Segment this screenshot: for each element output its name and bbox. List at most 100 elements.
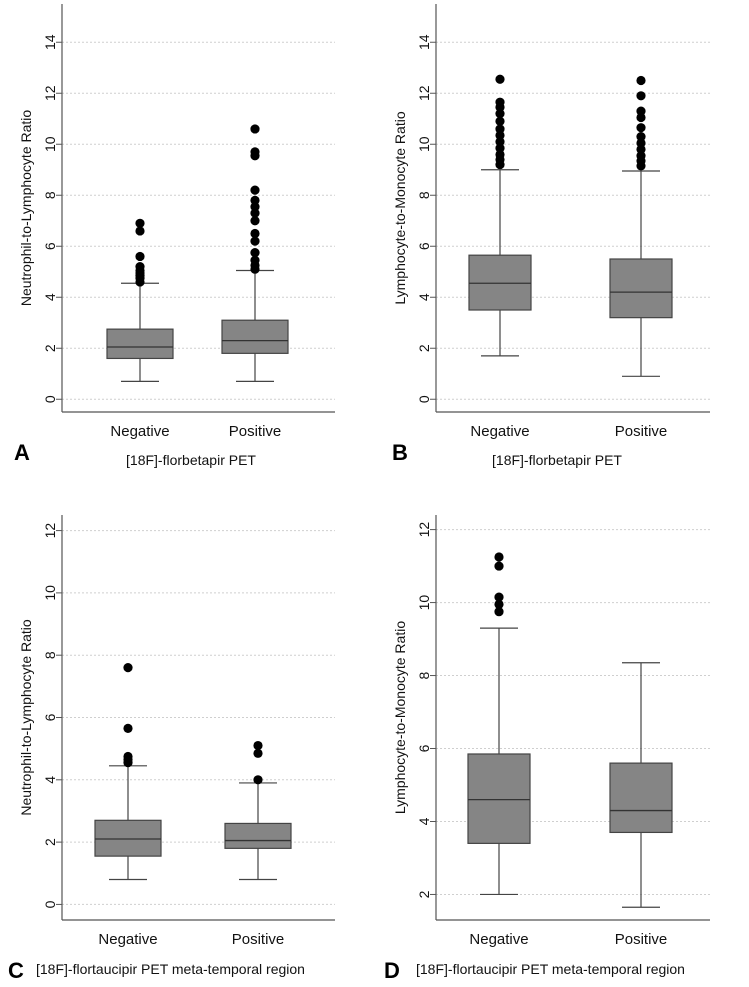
panel-a-positive-category-label: Positive (229, 423, 282, 440)
panel-a-positive-outlier-point (250, 124, 260, 134)
panel-c-positive-category-label: Positive (232, 931, 285, 948)
panel-b-positive-outlier-point (636, 91, 646, 101)
panel-c-negative-outlier-point (123, 751, 133, 762)
panel-c-y-tick-label: 2 (42, 838, 58, 846)
panel-d-y-tick-label: 10 (416, 595, 432, 611)
panel-a-positive-outlier-point (250, 216, 260, 226)
panel-b-positive-category-label: Positive (615, 423, 668, 440)
panel-a-negative-box (106, 328, 174, 360)
panel-b-negative-outlier-point (495, 116, 505, 126)
panel-a-y-tick-label: 14 (42, 34, 58, 50)
panel-d-negative-outlier-point (494, 552, 504, 562)
panel-d-y-tick-label: 2 (416, 890, 432, 898)
panel-b-positive-outlier-point (636, 75, 646, 86)
panel-b-y-tick-label: 14 (416, 34, 432, 50)
panel-b-positive-outlier-point (636, 112, 646, 123)
panel-d-negative-outlier-point (494, 592, 504, 602)
panel-d-y-axis-title: Lymphocyte-to-Monocyte Ratio (392, 621, 408, 814)
panel-d-negative-box (467, 753, 531, 844)
panel-c-y-tick-label: 12 (42, 523, 58, 539)
panel-b-negative-outlier-point (495, 74, 505, 84)
panel-a-negative-category-label: Negative (110, 423, 169, 440)
panel-letter-c: C (8, 958, 24, 983)
panel-c-positive-outlier-point (253, 748, 263, 758)
panel-b-negative-outlier-point (495, 130, 505, 140)
panel-a-positive-outlier-point (250, 195, 260, 205)
panel-a-negative-outlier-point (135, 218, 145, 228)
panel-d-positive-category-label: Positive (615, 931, 668, 948)
panel-a-negative-outlier-point (135, 226, 145, 236)
panel-c-positive-outlier-point (253, 740, 263, 751)
panel-c-negative-outlier-point (123, 723, 133, 734)
panel-b-y-tick-label: 6 (416, 242, 432, 250)
panel-a-y-tick-label: 10 (42, 136, 58, 152)
panel-b-negative-outlier-point (495, 124, 505, 134)
panel-b-y-tick-label: 10 (416, 136, 432, 152)
panel-b-positive-outlier-point (636, 144, 646, 154)
panel-b-y-tick-label: 2 (416, 344, 432, 352)
panel-b-negative-outlier-point (495, 137, 505, 147)
panel-a-positive-outlier-point (250, 147, 260, 157)
panel-a-y-tick-label: 12 (42, 85, 58, 101)
panel-d-y-tick-label: 6 (416, 744, 432, 752)
panel-c-x-title: [18F]-flortaucipir PET meta-temporal reg… (36, 961, 305, 977)
panel-a-y-tick-label: 6 (42, 242, 58, 250)
panel-a-y-tick-label: 8 (42, 191, 58, 199)
panel-a-y-tick-label: 0 (42, 395, 58, 403)
panel-d-negative-outlier-point (494, 599, 504, 609)
panel-d-negative-category-label: Negative (469, 931, 528, 948)
panel-c-y-axis-title: Neutrophil-to-Lymphocyte Ratio (18, 619, 34, 816)
panel-b-positive-outlier-point (636, 123, 646, 133)
panel-d-negative-outlier-point (494, 607, 504, 617)
panel-a-positive-outlier-point (250, 185, 260, 195)
panel-c-y-tick-label: 0 (42, 900, 58, 908)
panel-a-positive-outlier-point (250, 236, 260, 246)
panel-b-y-axis-title: Lymphocyte-to-Monocyte Ratio (392, 111, 408, 304)
panel-b-negative-outlier-point (495, 109, 505, 119)
panel-b-positive-outlier-point (636, 106, 646, 116)
panel-b-positive-outlier-point (636, 151, 646, 161)
panel-b-y-tick-label: 12 (416, 85, 432, 101)
panel-a-negative-outlier-point (135, 262, 145, 272)
panel-a-positive-outlier-point (250, 255, 260, 265)
panel-d-y-tick-label: 12 (416, 522, 432, 538)
panel-b-y-tick-label: 0 (416, 395, 432, 403)
panel-a-positive-box (221, 319, 289, 354)
panel-c-negative-category-label: Negative (98, 931, 157, 948)
panel-d-y-tick-label: 8 (416, 671, 432, 679)
panel-c-y-tick-label: 8 (42, 651, 58, 659)
panel-letter-d: D (384, 958, 400, 983)
panel-a-y-axis-title: Neutrophil-to-Lymphocyte Ratio (18, 110, 34, 307)
panel-b-positive-box (609, 258, 673, 319)
panel-a-y-tick-label: 2 (42, 344, 58, 352)
panel-c-negative-outlier-point (123, 663, 133, 673)
panel-a-positive-outlier-point (250, 228, 260, 239)
panel-b-negative-category-label: Negative (470, 423, 529, 440)
panel-c-y-tick-label: 4 (42, 776, 58, 784)
panel-d-negative-outlier-point (494, 561, 504, 571)
panel-a-y-tick-label: 4 (42, 293, 58, 301)
panel-c-positive-box (224, 822, 292, 849)
panel-a-positive-outlier-point (250, 248, 260, 258)
panel-d-positive-box (609, 762, 673, 834)
panel-a-x-title: [18F]-florbetapir PET (126, 452, 256, 468)
panel-b-y-tick-label: 8 (416, 191, 432, 199)
panel-c-negative-box (94, 819, 162, 857)
panel-b-positive-outlier-point (636, 132, 646, 142)
panel-a-positive-outlier-point (250, 202, 260, 212)
panel-d-y-tick-label: 4 (416, 817, 432, 825)
panel-b-negative-outlier-point (495, 97, 505, 107)
panel-b-positive-outlier-point (636, 138, 646, 148)
panel-b-negative-outlier-point (495, 149, 505, 160)
panel-a-positive-outlier-point (250, 208, 260, 218)
panel-a-negative-outlier-point (135, 251, 145, 262)
panel-b-y-tick-label: 4 (416, 293, 432, 301)
panel-c-y-tick-label: 10 (42, 585, 58, 601)
panel-b-negative-outlier-point (495, 143, 505, 153)
panel-letter-a: A (14, 440, 30, 465)
panel-c-positive-outlier-point (253, 775, 263, 785)
panel-d-x-title: [18F]-flortaucipir PET meta-temporal reg… (416, 961, 685, 977)
panel-letter-b: B (392, 440, 408, 465)
panel-b-x-title: [18F]-florbetapir PET (492, 452, 622, 468)
